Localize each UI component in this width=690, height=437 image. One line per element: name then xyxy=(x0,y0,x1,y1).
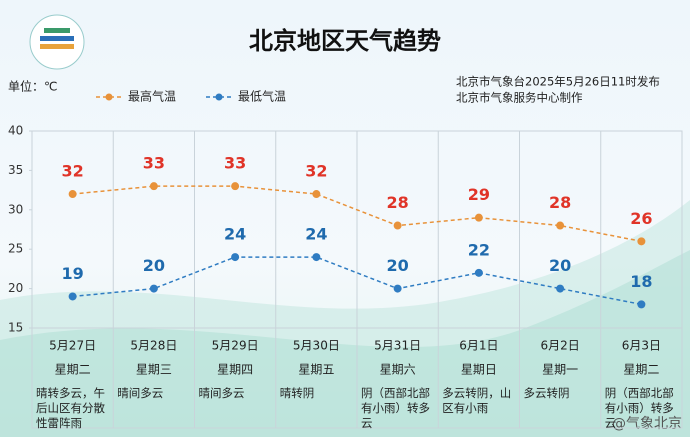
data-label: 19 xyxy=(61,264,83,283)
data-label: 20 xyxy=(549,256,571,275)
x-tick-label: 5月27日 xyxy=(49,339,96,353)
point xyxy=(68,190,77,199)
point xyxy=(556,221,565,230)
data-label: 33 xyxy=(224,154,246,173)
x-tick-label: 5月28日 xyxy=(130,339,177,353)
line xyxy=(72,185,642,243)
point xyxy=(474,268,483,277)
point xyxy=(393,221,402,230)
point xyxy=(231,182,240,191)
weather: 多云转阴，山区有小雨 xyxy=(442,386,512,415)
weather: 晴间多云 xyxy=(117,386,164,400)
y-tick-label: 25 xyxy=(8,242,23,256)
data-label: 20 xyxy=(386,256,408,275)
point xyxy=(637,237,646,246)
legend-marker xyxy=(215,93,223,101)
weekday: 星期三 xyxy=(136,363,172,377)
point xyxy=(312,190,321,199)
background-wave xyxy=(0,250,690,437)
y-tick-label: 15 xyxy=(8,321,23,335)
weather: 阴（西部北部有小雨）转多云 xyxy=(604,386,674,430)
data-label: 18 xyxy=(630,272,652,291)
weekday: 星期五 xyxy=(298,363,334,377)
point xyxy=(556,284,565,293)
title: 北京地区天气趋势 xyxy=(249,27,441,55)
y-tick-label: 30 xyxy=(8,202,23,216)
data-label: 20 xyxy=(143,256,165,275)
logo xyxy=(29,14,85,70)
point xyxy=(149,284,158,293)
data-label: 32 xyxy=(305,162,327,181)
x-tick-label: 5月29日 xyxy=(212,339,259,353)
source: 北京市气象台2025年5月26日11时发布 xyxy=(456,75,660,89)
background-wave xyxy=(0,200,690,437)
y-tick-label: 40 xyxy=(8,124,23,138)
unit: 单位：℃ xyxy=(8,79,57,94)
weather: 晴间多云 xyxy=(198,386,245,400)
x-tick-label: 6月3日 xyxy=(622,339,661,353)
data-label: 32 xyxy=(61,162,83,181)
weekday: 星期二 xyxy=(623,363,659,377)
data-label: 24 xyxy=(305,225,327,244)
data-label: 22 xyxy=(468,240,490,259)
weekday: 星期六 xyxy=(380,363,416,377)
weather: 晴转阴 xyxy=(279,386,315,400)
data-label: 33 xyxy=(143,154,165,173)
data-label: 28 xyxy=(549,193,571,212)
data-label: 29 xyxy=(468,185,490,204)
point xyxy=(68,292,77,301)
point xyxy=(637,300,646,309)
weekday: 星期四 xyxy=(217,363,253,377)
weekday: 星期二 xyxy=(55,363,91,377)
y-tick-label: 20 xyxy=(8,281,23,295)
y-tick-label: 35 xyxy=(8,163,23,177)
weekday: 星期日 xyxy=(461,363,497,377)
weekday: 星期一 xyxy=(542,363,578,377)
x-tick-label: 6月2日 xyxy=(540,339,579,353)
source: 北京市气象服务中心制作 xyxy=(456,91,583,105)
legend-label: 最低气温 xyxy=(238,89,286,104)
point xyxy=(231,253,240,262)
point xyxy=(149,182,158,191)
point xyxy=(312,253,321,262)
x-tick-label: 5月31日 xyxy=(374,339,421,353)
data-label: 28 xyxy=(386,193,408,212)
weather: 晴转多云，午后山区有分散性雷阵雨 xyxy=(36,386,105,430)
x-tick-label: 5月30日 xyxy=(293,339,340,353)
x-tick-label: 6月1日 xyxy=(459,339,498,353)
weather: 多云转阴 xyxy=(523,386,570,400)
point xyxy=(393,284,402,293)
legend-marker xyxy=(105,93,113,101)
point xyxy=(474,213,483,222)
legend-label: 最高气温 xyxy=(128,89,176,104)
data-label: 26 xyxy=(630,209,652,228)
weather: 阴（西部北部有小雨）转多云 xyxy=(361,386,430,430)
data-label: 24 xyxy=(224,225,246,244)
